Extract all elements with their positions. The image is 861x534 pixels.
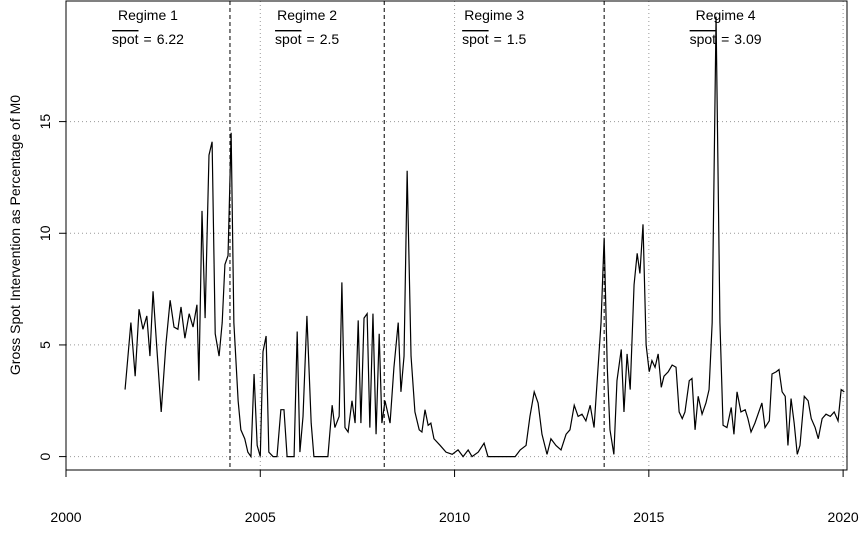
regime-label: Regime 2 (277, 7, 337, 23)
y-tick-label: 5 (37, 341, 53, 349)
mean-value: 1.5 (507, 31, 527, 47)
regime-label: Regime 1 (118, 7, 178, 23)
x-tick-label: 2000 (50, 509, 81, 525)
mean-symbol: spot (275, 31, 302, 47)
mean-symbol: spot (112, 31, 139, 47)
mean-value: 6.22 (157, 31, 184, 47)
regime-mean: spot = 3.09 (690, 31, 762, 47)
x-tick-label: 2005 (245, 509, 276, 525)
mean-relation: = (721, 31, 729, 47)
mean-relation: = (494, 31, 502, 47)
x-tick-label: 2020 (828, 509, 859, 525)
regime-label: Regime 3 (464, 7, 524, 23)
y-tick-label: 10 (37, 225, 53, 241)
mean-symbol: spot (462, 31, 489, 47)
mean-value: 2.5 (320, 31, 340, 47)
y-tick-label: 0 (37, 452, 53, 460)
regime-mean: spot = 1.5 (462, 31, 526, 47)
x-tick-label: 2010 (439, 509, 470, 525)
mean-relation: = (144, 31, 152, 47)
mean-value: 3.09 (734, 31, 761, 47)
regime-mean: spot = 2.5 (275, 31, 339, 47)
series-line (124, 16, 845, 459)
mean-symbol: spot (690, 31, 717, 47)
plot-frame (65, 0, 848, 471)
x-tick-label: 2015 (633, 509, 664, 525)
regime-label: Regime 4 (696, 7, 756, 23)
y-tick-label: 15 (37, 114, 53, 130)
y-axis-label: Gross Spot Intervention as Percentage of… (7, 95, 23, 375)
regime-mean: spot = 6.22 (112, 31, 184, 47)
mean-relation: = (307, 31, 315, 47)
